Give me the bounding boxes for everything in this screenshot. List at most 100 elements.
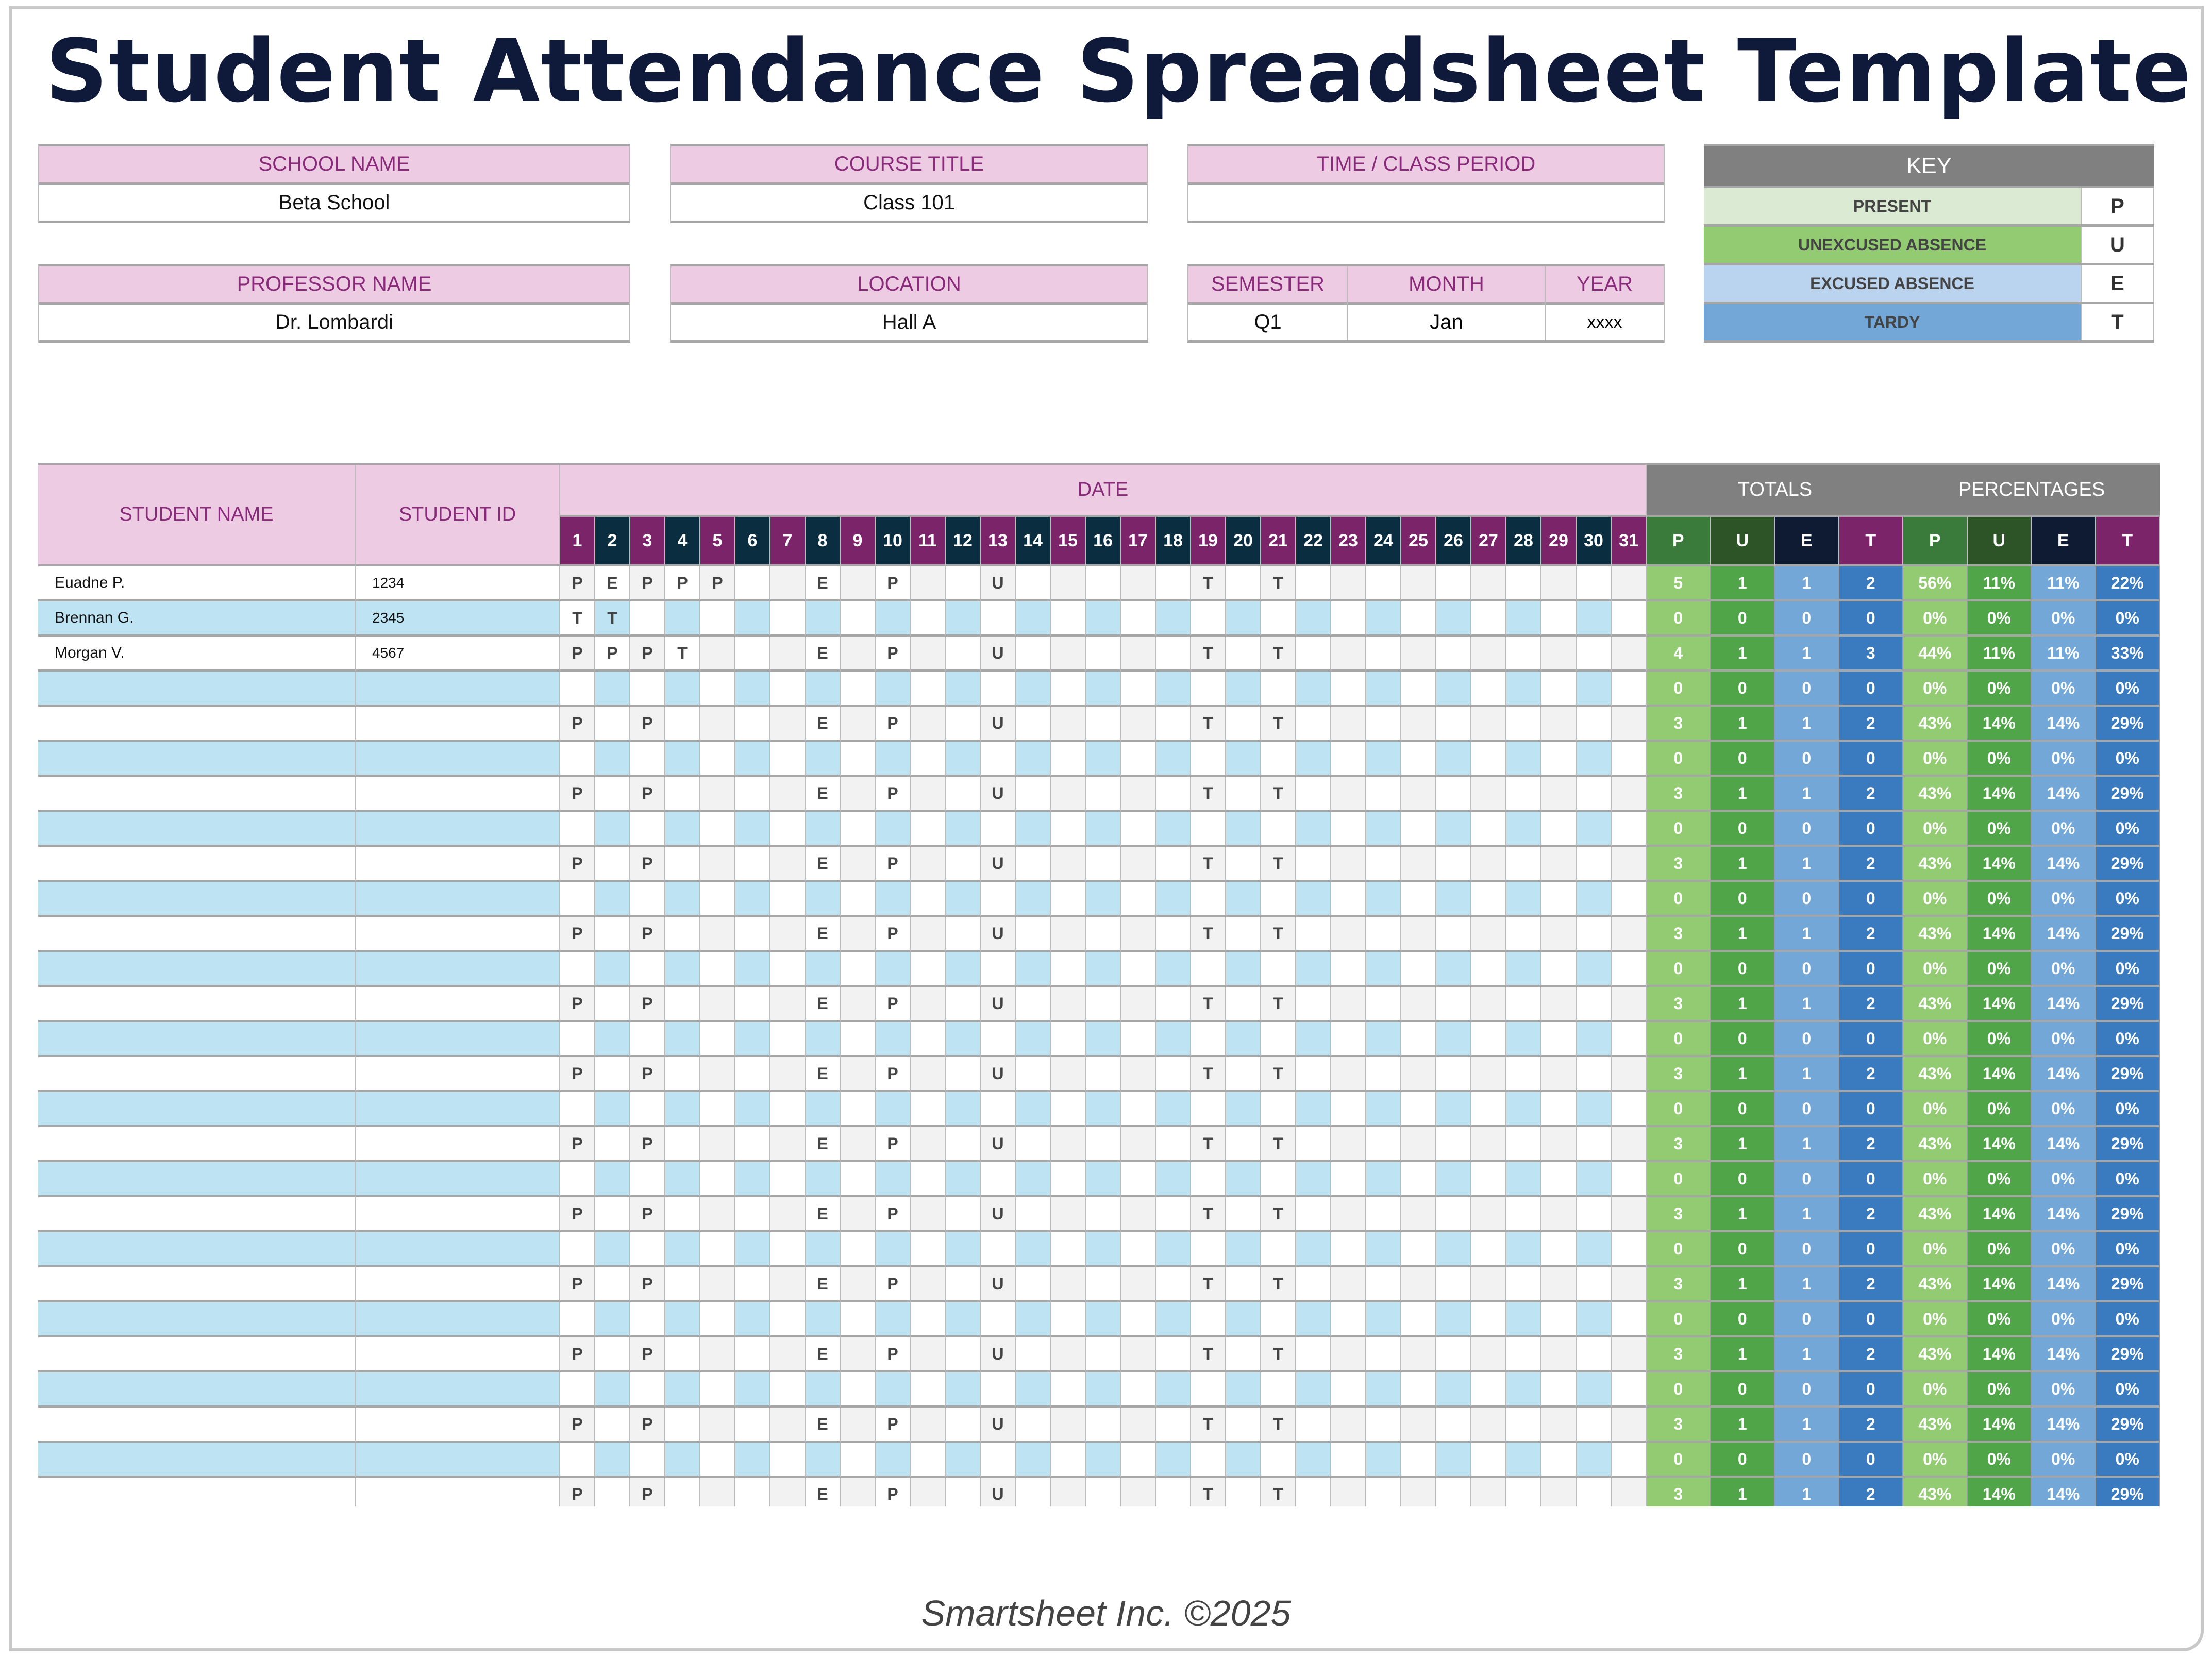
attendance-cell[interactable]: U (981, 707, 1016, 742)
attendance-cell[interactable] (1541, 742, 1577, 777)
student-id-cell[interactable]: 1234 (356, 566, 560, 601)
attendance-cell[interactable]: P (665, 566, 700, 601)
attendance-cell[interactable] (630, 1443, 665, 1478)
attendance-cell[interactable] (1296, 601, 1331, 637)
attendance-cell[interactable] (595, 1232, 630, 1267)
attendance-cell[interactable] (1226, 1232, 1261, 1267)
attendance-cell[interactable] (1366, 917, 1401, 952)
student-id-cell[interactable] (356, 1022, 560, 1057)
attendance-cell[interactable] (1541, 1092, 1577, 1127)
attendance-cell[interactable] (1191, 1162, 1226, 1197)
attendance-cell[interactable] (665, 777, 700, 812)
attendance-cell[interactable] (1121, 1162, 1156, 1197)
attendance-cell[interactable] (1016, 917, 1051, 952)
attendance-cell[interactable]: P (560, 637, 595, 672)
attendance-cell[interactable] (700, 917, 735, 952)
attendance-cell[interactable] (1541, 1127, 1577, 1162)
attendance-cell[interactable] (1296, 1232, 1331, 1267)
attendance-cell[interactable] (1331, 742, 1366, 777)
attendance-cell[interactable] (1577, 1232, 1612, 1267)
attendance-cell[interactable] (665, 1408, 700, 1443)
attendance-cell[interactable] (1541, 672, 1577, 707)
attendance-cell[interactable] (841, 707, 876, 742)
attendance-cell[interactable] (1331, 1197, 1366, 1232)
attendance-cell[interactable] (665, 601, 700, 637)
attendance-cell[interactable]: U (981, 1408, 1016, 1443)
student-name-cell[interactable] (38, 882, 356, 917)
attendance-cell[interactable] (1577, 1478, 1612, 1506)
attendance-cell[interactable] (1401, 1443, 1436, 1478)
attendance-cell[interactable] (1436, 777, 1471, 812)
attendance-cell[interactable]: U (981, 566, 1016, 601)
attendance-cell[interactable]: P (560, 777, 595, 812)
attendance-cell[interactable] (665, 952, 700, 987)
attendance-cell[interactable]: E (806, 1127, 841, 1162)
attendance-cell[interactable] (1016, 637, 1051, 672)
attendance-cell[interactable] (560, 742, 595, 777)
attendance-cell[interactable] (1331, 1127, 1366, 1162)
attendance-cell[interactable] (1261, 952, 1296, 987)
attendance-cell[interactable]: T (1191, 917, 1226, 952)
attendance-cell[interactable] (841, 952, 876, 987)
student-name-cell[interactable] (38, 707, 356, 742)
attendance-cell[interactable] (841, 777, 876, 812)
attendance-cell[interactable]: P (876, 987, 911, 1022)
attendance-cell[interactable] (911, 707, 946, 742)
attendance-cell[interactable] (1436, 917, 1471, 952)
attendance-cell[interactable] (1401, 987, 1436, 1022)
attendance-cell[interactable]: T (1191, 847, 1226, 882)
student-id-cell[interactable] (356, 1443, 560, 1478)
attendance-cell[interactable] (735, 637, 770, 672)
attendance-cell[interactable] (841, 1057, 876, 1092)
attendance-cell[interactable] (1577, 1092, 1612, 1127)
attendance-cell[interactable] (946, 812, 981, 847)
attendance-cell[interactable]: E (806, 777, 841, 812)
attendance-cell[interactable] (1191, 1443, 1226, 1478)
attendance-cell[interactable]: E (806, 847, 841, 882)
attendance-cell[interactable] (911, 987, 946, 1022)
attendance-cell[interactable] (1086, 1127, 1121, 1162)
attendance-cell[interactable] (1401, 1302, 1436, 1337)
attendance-cell[interactable] (911, 847, 946, 882)
attendance-cell[interactable] (1121, 1197, 1156, 1232)
attendance-cell[interactable] (981, 1092, 1016, 1127)
attendance-cell[interactable] (1331, 601, 1366, 637)
attendance-cell[interactable] (841, 882, 876, 917)
attendance-cell[interactable] (1156, 1057, 1191, 1092)
attendance-cell[interactable] (1226, 1267, 1261, 1302)
attendance-cell[interactable] (876, 812, 911, 847)
attendance-cell[interactable] (1051, 987, 1086, 1022)
student-id-cell[interactable] (356, 952, 560, 987)
attendance-cell[interactable]: P (876, 1478, 911, 1506)
student-name-cell[interactable] (38, 1232, 356, 1267)
attendance-cell[interactable] (1506, 566, 1541, 601)
attendance-cell[interactable] (981, 601, 1016, 637)
attendance-cell[interactable] (1506, 1022, 1541, 1057)
attendance-cell[interactable] (1612, 917, 1647, 952)
attendance-cell[interactable] (770, 952, 806, 987)
attendance-cell[interactable] (1086, 882, 1121, 917)
attendance-cell[interactable] (1051, 812, 1086, 847)
attendance-cell[interactable] (700, 847, 735, 882)
attendance-cell[interactable] (735, 566, 770, 601)
attendance-cell[interactable]: E (806, 917, 841, 952)
attendance-cell[interactable] (1331, 1478, 1366, 1506)
attendance-cell[interactable] (665, 672, 700, 707)
attendance-cell[interactable] (1436, 1302, 1471, 1337)
student-id-cell[interactable] (356, 1478, 560, 1506)
attendance-cell[interactable]: P (876, 707, 911, 742)
attendance-cell[interactable] (595, 742, 630, 777)
attendance-cell[interactable]: E (806, 637, 841, 672)
attendance-cell[interactable]: U (981, 777, 1016, 812)
attendance-cell[interactable] (1296, 1092, 1331, 1127)
attendance-cell[interactable]: E (806, 1478, 841, 1506)
student-id-cell[interactable] (356, 882, 560, 917)
attendance-cell[interactable] (1436, 742, 1471, 777)
attendance-cell[interactable] (1471, 1337, 1506, 1372)
attendance-cell[interactable]: T (1261, 917, 1296, 952)
attendance-cell[interactable] (1577, 987, 1612, 1022)
semester-field[interactable]: Q1 (1188, 305, 1347, 340)
attendance-cell[interactable] (841, 672, 876, 707)
attendance-cell[interactable] (1051, 601, 1086, 637)
attendance-cell[interactable] (1156, 777, 1191, 812)
